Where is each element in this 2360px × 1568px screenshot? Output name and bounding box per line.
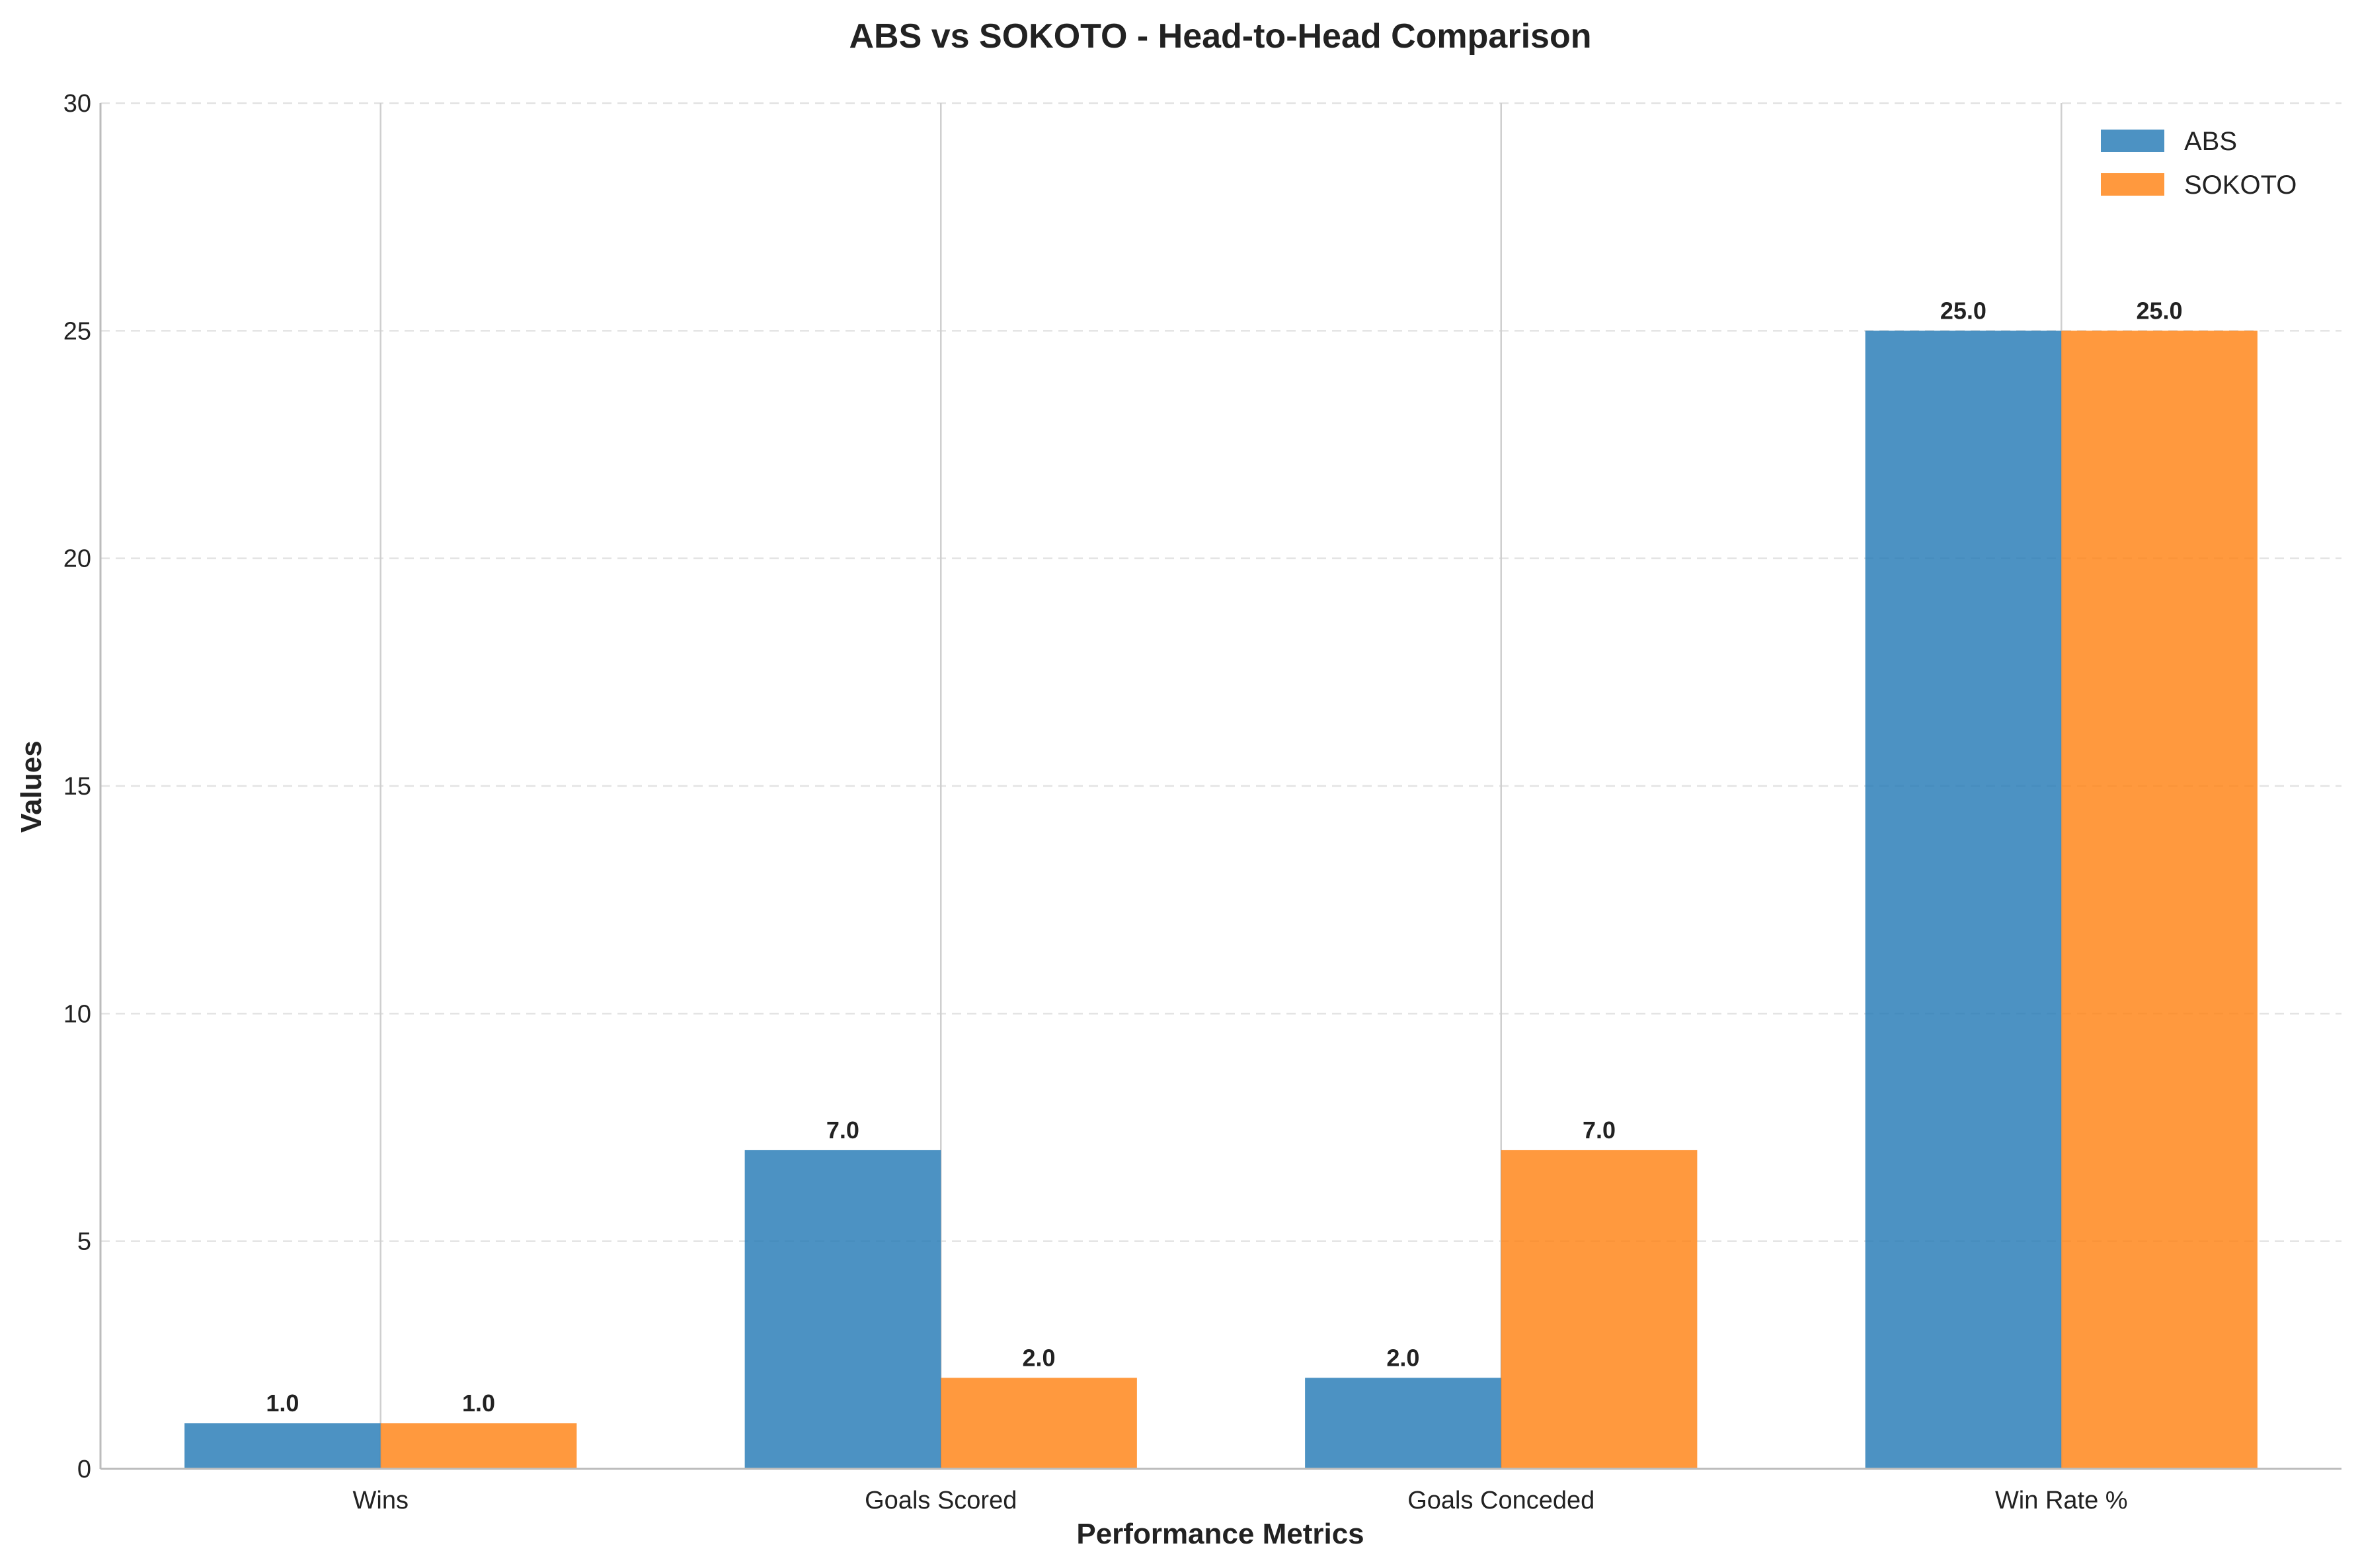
x-tick-label: Wins bbox=[353, 1487, 409, 1514]
bar-abs-1 bbox=[744, 1150, 941, 1469]
y-tick-label: 30 bbox=[63, 90, 91, 118]
bar-abs-2 bbox=[1305, 1378, 1501, 1469]
legend-label-sokoto: SOKOTO bbox=[2184, 171, 2297, 200]
bar-abs-0 bbox=[184, 1423, 381, 1469]
y-tick-label: 15 bbox=[63, 773, 91, 801]
legend: ABS SOKOTO bbox=[2101, 127, 2297, 200]
bar-abs-3 bbox=[1865, 331, 2062, 1469]
bar-sokoto-1 bbox=[941, 1378, 1137, 1469]
bars-layer bbox=[184, 331, 2258, 1469]
legend-swatch-sokoto bbox=[2101, 173, 2164, 196]
chart-title: ABS vs SOKOTO - Head-to-Head Comparison bbox=[849, 17, 1592, 56]
x-tick-label: Win Rate % bbox=[1995, 1487, 2128, 1514]
bar-sokoto-0 bbox=[380, 1423, 577, 1469]
y-tick-label: 20 bbox=[63, 545, 91, 573]
bar-value-label: 7.0 bbox=[826, 1117, 859, 1144]
x-tick-label: Goals Scored bbox=[865, 1487, 1017, 1514]
y-tick-label: 5 bbox=[77, 1228, 91, 1256]
x-tick-label: Goals Conceded bbox=[1407, 1487, 1594, 1514]
y-tick-label: 10 bbox=[63, 1000, 91, 1028]
y-tick-label: 0 bbox=[77, 1456, 91, 1483]
bar-value-label: 2.0 bbox=[1386, 1344, 1419, 1371]
bar-value-label: 1.0 bbox=[266, 1390, 299, 1417]
bar-sokoto-3 bbox=[2061, 331, 2258, 1469]
legend-label-abs: ABS bbox=[2184, 127, 2237, 156]
bar-value-label: 2.0 bbox=[1023, 1344, 1056, 1371]
y-tick-label: 25 bbox=[63, 317, 91, 345]
legend-swatch-abs bbox=[2101, 130, 2164, 152]
axes-layer bbox=[99, 103, 2341, 1470]
bar-sokoto-2 bbox=[1501, 1150, 1698, 1469]
y-axis-label: Values bbox=[15, 740, 48, 832]
bar-value-label: 25.0 bbox=[1940, 297, 1986, 324]
bar-value-label: 1.0 bbox=[462, 1390, 495, 1417]
labels-layer: 0 5 10 15 20 25 30 1.0 1.0 Wins 7.0 2.0 Goals Scored… bbox=[63, 90, 2183, 1514]
bar-value-label: 7.0 bbox=[1583, 1117, 1616, 1144]
bar-value-label: 25.0 bbox=[2137, 297, 2183, 324]
x-axis-label: Performance Metrics bbox=[1076, 1518, 1364, 1550]
